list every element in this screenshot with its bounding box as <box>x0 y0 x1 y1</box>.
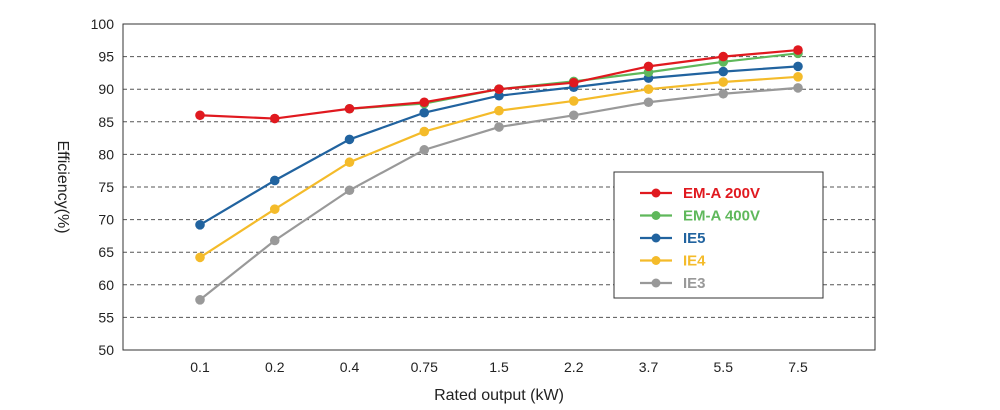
data-point <box>195 294 205 305</box>
data-point <box>568 77 579 88</box>
data-point <box>344 185 355 196</box>
y-tick-label: 100 <box>91 16 115 32</box>
data-point <box>718 51 729 62</box>
legend-swatch-marker <box>651 278 661 288</box>
y-tick-label: 90 <box>98 81 114 97</box>
x-tick-label: 0.4 <box>340 359 360 375</box>
plot-area-frame <box>122 23 876 351</box>
data-point <box>718 77 729 87</box>
legend-label: IE5 <box>683 230 706 247</box>
data-point <box>195 220 205 230</box>
data-point <box>269 175 280 186</box>
data-point <box>643 61 654 72</box>
series-ie3 <box>195 83 803 305</box>
data-point <box>269 113 280 124</box>
legend-swatch-marker <box>651 256 661 265</box>
data-point <box>643 84 654 94</box>
data-point <box>793 61 803 72</box>
data-point <box>718 66 729 77</box>
data-point <box>344 134 355 145</box>
series-ie4 <box>195 72 803 263</box>
data-point <box>494 122 504 132</box>
legend-swatch-marker <box>651 211 661 220</box>
data-point <box>419 126 430 137</box>
data-point <box>793 45 803 55</box>
data-point <box>419 107 430 118</box>
data-point <box>793 72 803 82</box>
y-tick-label: 55 <box>98 309 114 325</box>
data-point <box>344 103 355 114</box>
y-axis-label: Efficiency(%) <box>54 140 71 233</box>
y-tick-label: 75 <box>98 179 114 195</box>
y-tick-label: 95 <box>98 49 114 65</box>
y-tick-labels: 50 55 60 65 70 75 80 85 90 95 100 <box>91 16 115 358</box>
x-axis-label: Rated output (kW) <box>434 387 564 404</box>
data-point <box>494 105 504 116</box>
data-point <box>568 96 579 106</box>
x-tick-label: 0.1 <box>190 359 210 375</box>
x-tick-label: 7.5 <box>788 359 808 375</box>
data-point <box>419 145 430 155</box>
data-point <box>269 204 280 214</box>
x-tick-label: 0.2 <box>265 359 285 375</box>
data-point <box>793 83 803 93</box>
legend-swatch-marker <box>651 188 661 198</box>
legend-label: EM-A 200V <box>683 185 760 202</box>
y-tick-label: 80 <box>98 146 114 162</box>
y-tick-label: 85 <box>98 114 114 130</box>
legend-label: IE3 <box>683 275 706 292</box>
data-point <box>494 84 504 94</box>
data-point <box>718 88 729 99</box>
data-point <box>643 97 654 108</box>
series-layer <box>195 45 803 305</box>
data-point <box>419 97 430 108</box>
x-tick-label: 1.5 <box>489 359 509 375</box>
legend-swatch-marker <box>651 233 661 243</box>
y-tick-label: 50 <box>98 342 114 358</box>
data-point <box>269 235 280 246</box>
data-point <box>195 110 205 121</box>
data-point <box>568 110 579 121</box>
x-tick-labels: 0.1 0.2 0.4 0.75 1.5 2.2 3.7 5.5 7.5 <box>190 359 808 375</box>
x-tick-label: 3.7 <box>639 359 659 375</box>
y-tick-label: 65 <box>98 244 114 260</box>
data-point <box>344 157 355 168</box>
y-tick-label: 70 <box>98 212 114 228</box>
legend-label: EM-A 400V <box>683 208 760 225</box>
x-tick-label: 5.5 <box>714 359 734 375</box>
x-tick-label: 0.75 <box>411 359 438 375</box>
y-tick-label: 60 <box>98 277 114 293</box>
x-tick-label: 2.2 <box>564 359 584 375</box>
data-point <box>195 252 205 263</box>
series-em-a-200v <box>195 45 803 124</box>
legend: EM-A 200V EM-A 400V IE5 IE4 IE3 <box>613 171 824 299</box>
legend-label: IE4 <box>683 253 706 270</box>
